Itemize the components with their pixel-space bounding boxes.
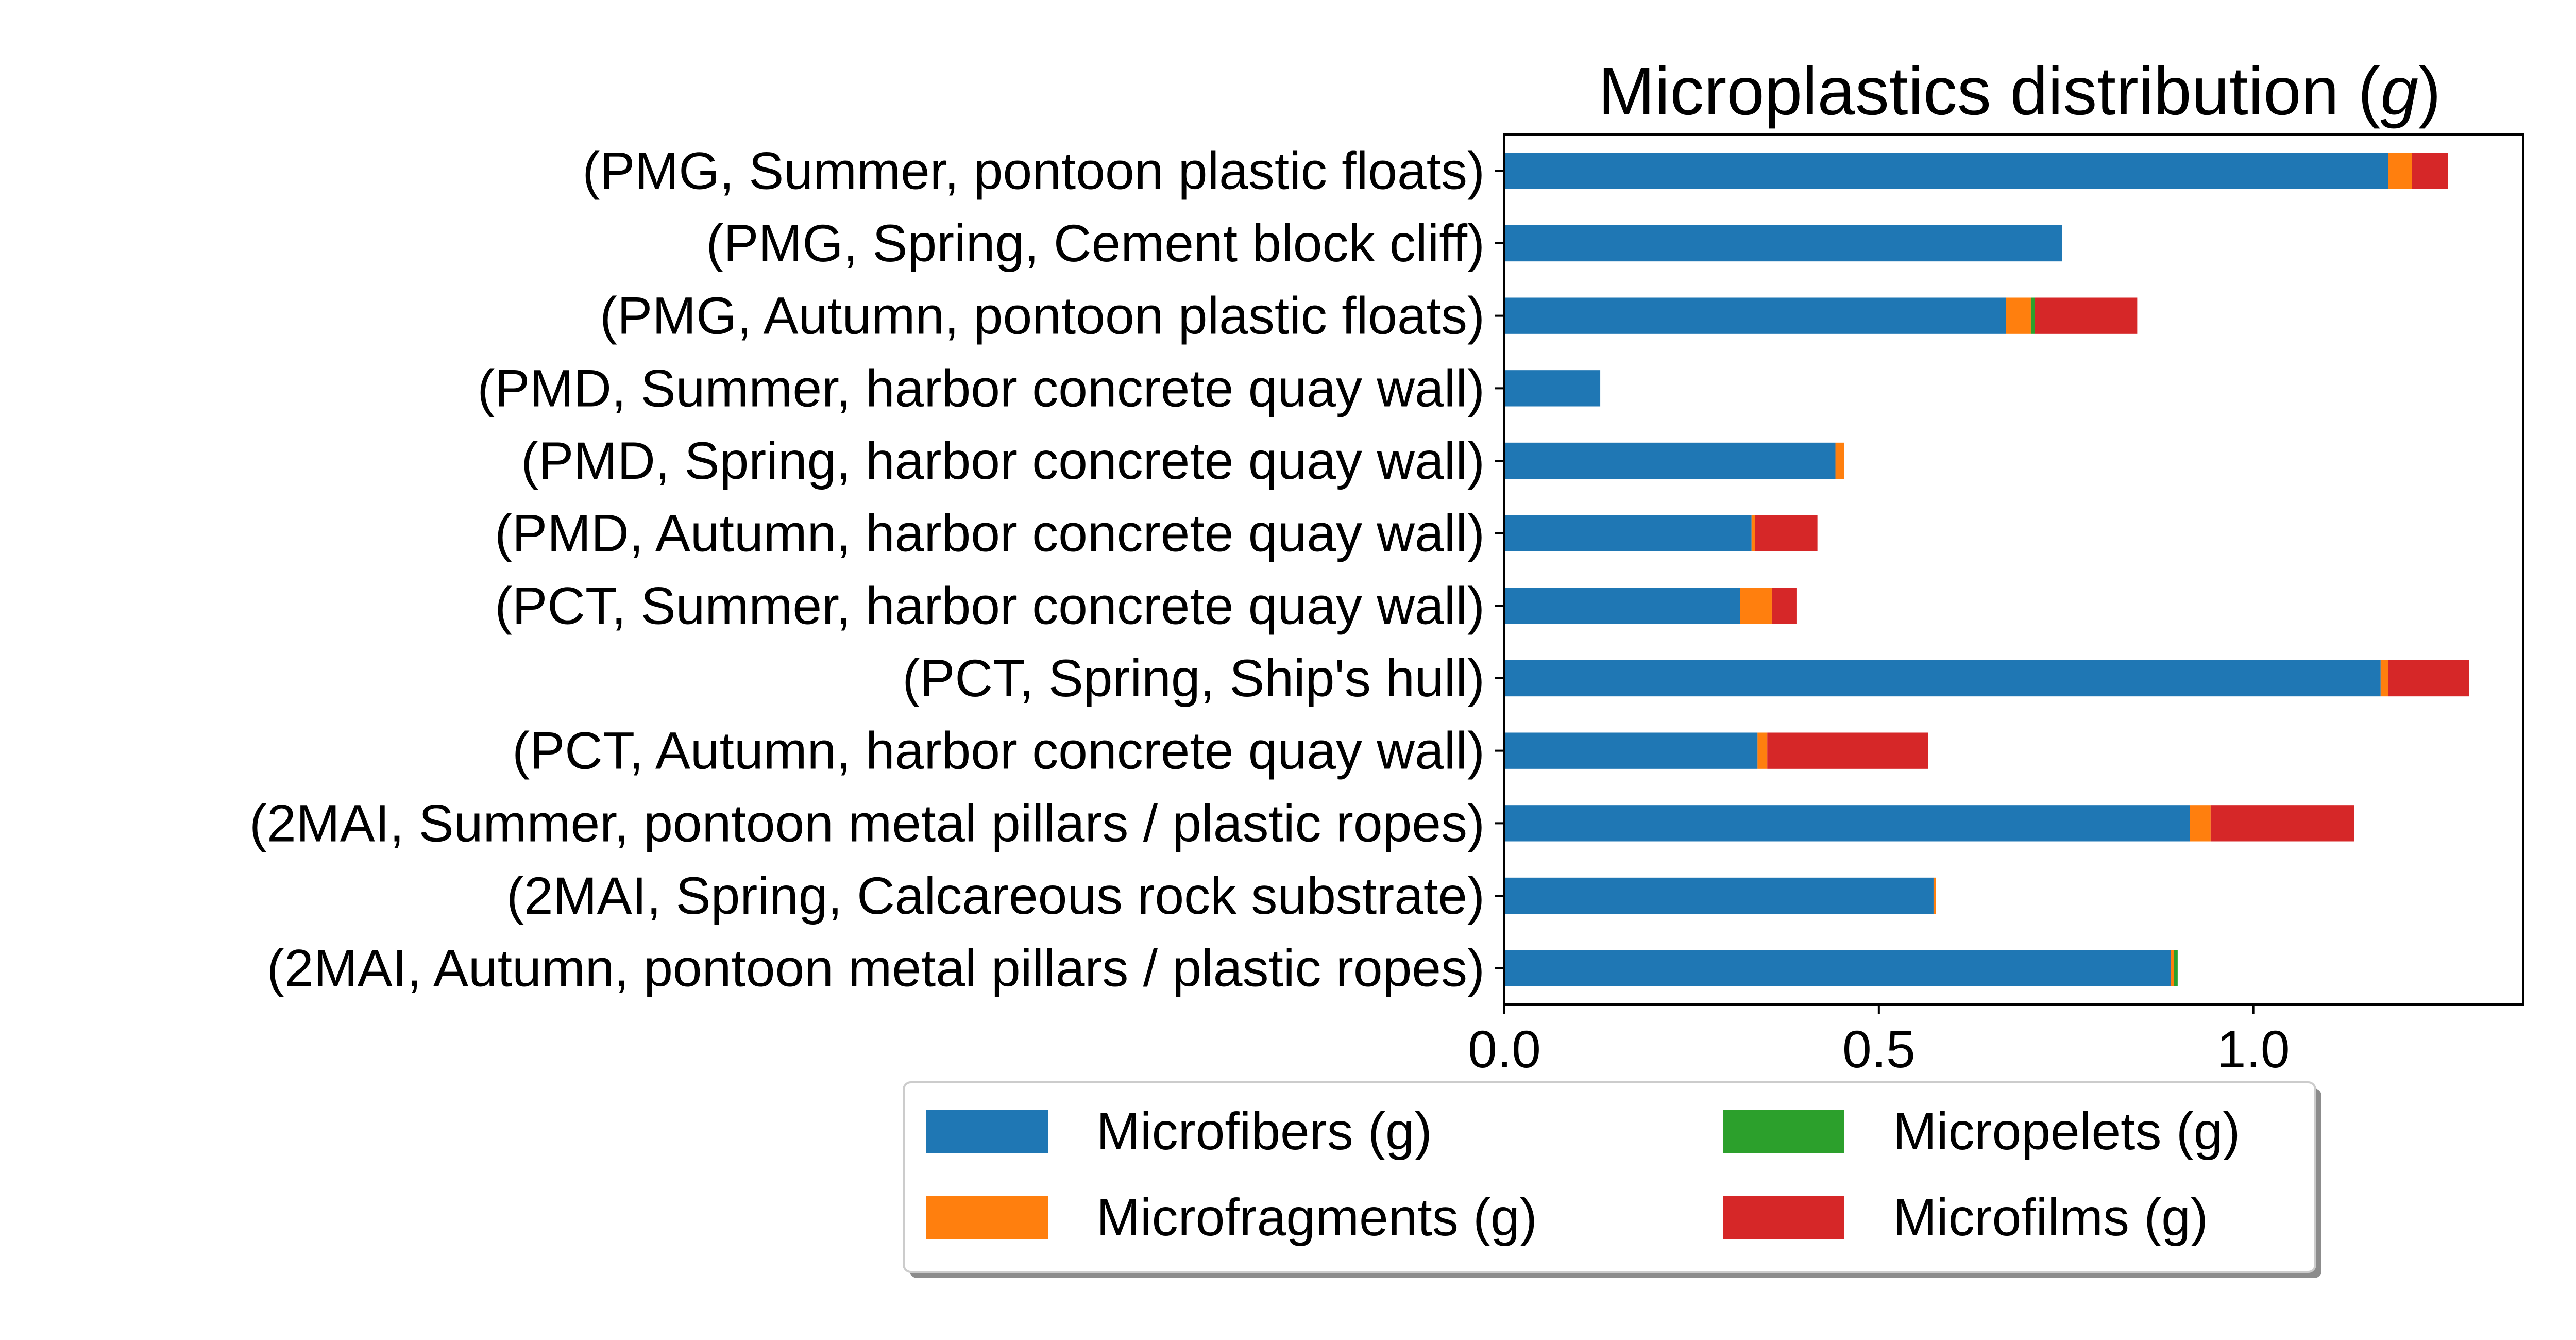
bar-segment-7-series-1: [1504, 588, 1740, 624]
bar-segment-1-series-1: [1504, 153, 2388, 189]
legend-swatch-3: [1723, 1110, 1844, 1153]
axes: 0.0 0.5 1.0: [1468, 133, 2524, 1079]
bar-segment-1-series-4: [2412, 153, 2448, 189]
category-label-2: (PMG, Spring, Cement block cliff): [706, 214, 1485, 273]
bar-segment-3-series-2: [2006, 297, 2031, 334]
chart-title-main: Microplastics distribution (: [1598, 53, 2380, 129]
x-tick-label-3: 1.0: [2217, 1020, 2290, 1079]
bar-segment-11-series-1: [1504, 877, 1934, 914]
category-label-4: (PMD, Summer, harbor concrete quay wall): [477, 359, 1485, 417]
bar-segment-8-series-1: [1504, 660, 2381, 697]
legend-box: [903, 1081, 2316, 1273]
bar-segment-12-series-3: [2174, 950, 2178, 986]
legend: Microfibers (g) Microfragments (g) Micrope…: [903, 1081, 2321, 1278]
bar-segment-6-series-2: [1751, 515, 1755, 551]
category-label-3: (PMG, Autumn, pontoon plastic floats): [600, 287, 1485, 345]
category-label-12: (2MAI, Autumn, pontoon metal pillars / p…: [267, 939, 1485, 998]
plot-frame: [1503, 133, 2524, 1006]
category-label-6: (PMD, Autumn, harbor concrete quay wall): [495, 504, 1485, 563]
legend-label-2: Microfragments (g): [1096, 1188, 1537, 1247]
legend-label-1: Microfibers (g): [1096, 1102, 1432, 1161]
bar-segment-12-series-1: [1504, 950, 2171, 986]
x-tick-label-1: 0.0: [1468, 1020, 1541, 1079]
bars-layer: [1504, 153, 2469, 986]
bar-segment-6-series-1: [1504, 515, 1752, 551]
bar-segment-8-series-2: [2380, 660, 2388, 697]
chart-title-variable: g: [2381, 53, 2418, 129]
bar-segment-7-series-4: [1771, 588, 1797, 624]
category-labels: (PMG, Summer, pontoon plastic floats) (PM…: [249, 141, 1485, 997]
bar-segment-10-series-4: [2210, 805, 2354, 842]
bar-segment-3-series-4: [2035, 297, 2138, 334]
bar-segment-8-series-4: [2388, 660, 2469, 697]
bar-segment-3-series-1: [1504, 297, 2006, 334]
category-label-1: (PMG, Summer, pontoon plastic floats): [582, 141, 1485, 200]
bar-segment-11-series-2: [1933, 877, 1936, 914]
legend-swatch-1: [926, 1110, 1048, 1153]
bar-segment-10-series-1: [1504, 805, 2190, 842]
bar-segment-9-series-2: [1757, 732, 1768, 769]
legend-swatch-2: [926, 1196, 1048, 1239]
legend-label-3: Micropelets (g): [1893, 1102, 2241, 1161]
bar-segment-9-series-4: [1767, 732, 1928, 769]
bar-segment-4-series-1: [1504, 370, 1601, 407]
bar-segment-7-series-2: [1740, 588, 1772, 624]
bar-segment-10-series-2: [2190, 805, 2211, 842]
bar-segment-9-series-1: [1504, 732, 1758, 769]
category-label-5: (PMD, Spring, harbor concrete quay wall): [521, 431, 1485, 490]
x-tick-label-2: 0.5: [1842, 1020, 1916, 1079]
bar-segment-2-series-1: [1504, 225, 2062, 262]
category-label-9: (PCT, Autumn, harbor concrete quay wall): [512, 722, 1485, 780]
category-label-10: (2MAI, Summer, pontoon metal pillars / p…: [249, 794, 1485, 852]
bar-segment-3-series-3: [2030, 297, 2035, 334]
bar-segment-6-series-4: [1755, 515, 1818, 551]
chart-title: Microplastics distribution (g): [1598, 53, 2441, 129]
category-label-8: (PCT, Spring, Ship's hull): [902, 649, 1485, 708]
bar-segment-5-series-2: [1835, 442, 1844, 479]
category-label-7: (PCT, Summer, harbor concrete quay wall): [495, 576, 1485, 635]
legend-label-4: Microfilms (g): [1893, 1188, 2208, 1247]
bar-segment-1-series-2: [2388, 153, 2412, 189]
chart-title-close: ): [2418, 53, 2441, 129]
category-label-11: (2MAI, Spring, Calcareous rock substrate…: [506, 866, 1485, 925]
bar-segment-5-series-1: [1504, 442, 1836, 479]
bar-segment-12-series-2: [2171, 950, 2174, 986]
legend-swatch-4: [1723, 1196, 1844, 1239]
